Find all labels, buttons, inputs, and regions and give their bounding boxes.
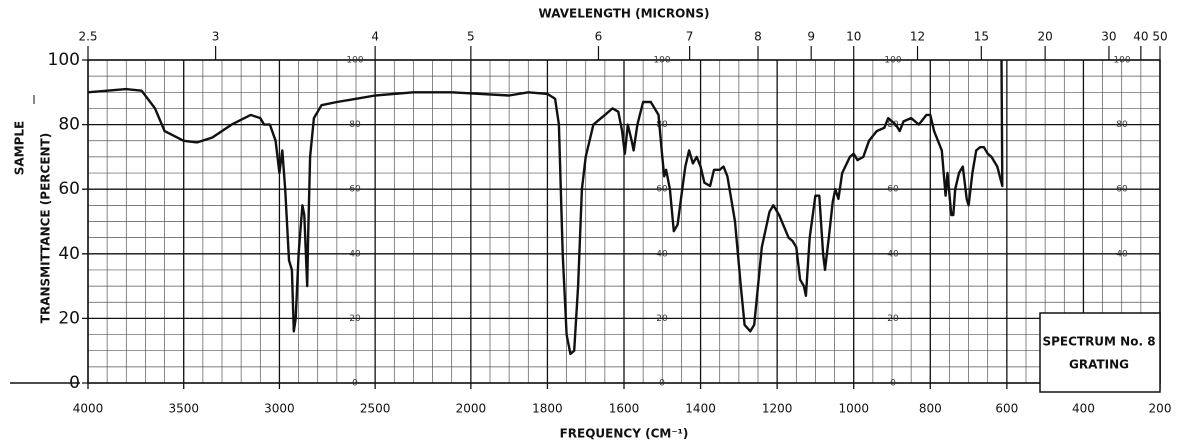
y-tick-label: 80 (58, 115, 80, 135)
x-tick-label: 1200 (762, 402, 793, 416)
x-tick-label: 800 (919, 402, 942, 416)
inner-scale-label: 20 (887, 314, 899, 324)
inner-scale-label: 40 (656, 249, 668, 259)
info-box (1039, 312, 1161, 393)
inner-scale-label: 0 (659, 379, 665, 389)
inner-scale-label: 80 (1116, 120, 1128, 130)
inner-scale-label: 60 (887, 185, 899, 195)
inner-scale-label: 100 (653, 56, 670, 66)
x2-tick-label: 30 (1101, 30, 1116, 44)
x-tick-label: 1800 (532, 402, 563, 416)
x-tick-label: 4000 (73, 402, 104, 416)
x2-tick-label: 9 (807, 30, 815, 44)
x-axis-title: FREQUENCY (CM⁻¹) (560, 427, 689, 441)
inner-scale-label: 80 (349, 120, 361, 130)
inner-scale-label: 0 (352, 379, 358, 389)
inner-scale-label: 40 (1116, 249, 1128, 259)
inner-scale-label: 60 (1116, 185, 1128, 195)
x-tick-label: 2000 (456, 402, 487, 416)
y-axis-title: TRANSMITTANCE (PERCENT) (39, 133, 53, 323)
y-tick-label: 60 (58, 179, 80, 199)
top-axis-title: WAVELENGTH (MICRONS) (539, 7, 710, 21)
inner-scale-label: 100 (346, 56, 363, 66)
x2-tick-label: 7 (686, 30, 694, 44)
x-tick-label: 1600 (609, 402, 640, 416)
inner-scale-label: 40 (887, 249, 899, 259)
x2-tick-label: 40 (1133, 30, 1148, 44)
inner-scale-label: 80 (656, 120, 668, 130)
x2-tick-label: 10 (846, 30, 861, 44)
x-tick-label: 1400 (685, 402, 716, 416)
info-box-text: GRATING (1069, 358, 1129, 372)
inner-scale-label: 60 (349, 185, 361, 195)
x-tick-label: 600 (995, 402, 1018, 416)
spectrum-line (87, 59, 1004, 356)
inner-scale-label: 0 (890, 379, 896, 389)
x2-tick-label: 4 (371, 30, 379, 44)
y-tick-label: 0 (69, 373, 80, 393)
sample-label: SAMPLE (13, 121, 27, 176)
x-tick-label: 400 (1072, 402, 1095, 416)
x-tick-label: 3000 (264, 402, 295, 416)
x-tick-label: 200 (1149, 402, 1172, 416)
y-tick-label: 20 (58, 308, 80, 328)
inner-scale-label: 100 (884, 56, 901, 66)
x2-tick-label: 50 (1152, 30, 1167, 44)
x2-tick-label: 3 (212, 30, 220, 44)
x-tick-label: 2500 (360, 402, 391, 416)
info-box-text: SPECTRUM No. 8 (1042, 335, 1155, 349)
inner-scale-label: 80 (887, 120, 899, 130)
x2-tick-label: 15 (974, 30, 989, 44)
x2-tick-label: 8 (754, 30, 762, 44)
x2-tick-label: 2.5 (78, 30, 97, 44)
inner-scale-label: 100 (1113, 56, 1130, 66)
inner-scale-label: 40 (349, 249, 361, 259)
inner-scale-label: 20 (349, 314, 361, 324)
x-tick-label: 3500 (168, 402, 199, 416)
inner-scale-label: 20 (656, 314, 668, 324)
x-tick-label: 1000 (838, 402, 869, 416)
x2-tick-label: 6 (595, 30, 603, 44)
y-tick-label: 100 (48, 50, 80, 70)
x2-tick-label: 12 (910, 30, 925, 44)
inner-scale-label: 60 (656, 185, 668, 195)
x2-tick-label: 5 (467, 30, 475, 44)
x2-tick-label: 20 (1038, 30, 1053, 44)
y-tick-label: 40 (58, 244, 80, 264)
